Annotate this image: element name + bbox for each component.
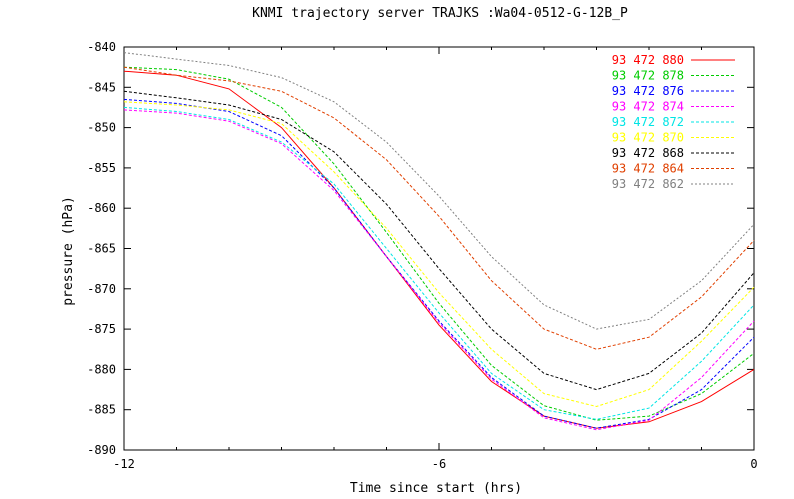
y-tick-label: -865 — [87, 242, 116, 256]
y-tick-label: -875 — [87, 322, 116, 336]
series-line-93-472-864 — [123, 66, 755, 350]
y-tick-label: -860 — [87, 201, 116, 215]
series-group — [123, 52, 755, 431]
legend-label: 93 472 880 — [612, 53, 684, 67]
y-tick-label: -885 — [87, 403, 116, 417]
x-axis-label: Time since start (hrs) — [350, 481, 522, 496]
y-tick-label: -845 — [87, 80, 116, 94]
legend-label: 93 472 876 — [612, 84, 684, 98]
y-tick-label: -870 — [87, 282, 116, 296]
x-tick-label: 0 — [750, 457, 757, 471]
legend-label: 93 472 864 — [612, 162, 684, 176]
series-line-93-472-862 — [123, 52, 755, 330]
y-tick-label: -840 — [87, 40, 116, 54]
x-tick-label: -12 — [113, 457, 135, 471]
legend-label: 93 472 870 — [612, 131, 684, 145]
y-axis-label: pressure (hPa) — [61, 196, 76, 306]
legend-label: 93 472 878 — [612, 69, 684, 83]
series-line-93-472-874 — [123, 109, 755, 431]
y-tick-label: -890 — [87, 443, 116, 457]
y-tick-label: -880 — [87, 362, 116, 376]
series-line-93-472-872 — [123, 106, 755, 420]
series-line-93-472-876 — [123, 98, 755, 429]
series-line-93-472-878 — [123, 66, 755, 421]
x-tick-label: -6 — [432, 457, 446, 471]
series-line-93-472-868 — [123, 90, 755, 391]
legend-label: 93 472 862 — [612, 177, 684, 191]
legend-label: 93 472 868 — [612, 146, 684, 160]
y-axis: -840 -845 -850 -855 -860 -865 -870 -875 -880 -885… — [87, 40, 754, 457]
chart-title: KNMI trajectory server TRAJKS :Wa04-0512… — [252, 6, 628, 21]
series-line-93-472-870 — [123, 101, 755, 408]
series-line-93-472-880 — [123, 70, 755, 429]
y-tick-label: -855 — [87, 161, 116, 175]
legend-label: 93 472 872 — [612, 115, 684, 129]
legend-label: 93 472 874 — [612, 100, 684, 114]
x-axis: -12 -6 0 — [113, 47, 758, 471]
y-tick-label: -850 — [87, 121, 116, 135]
